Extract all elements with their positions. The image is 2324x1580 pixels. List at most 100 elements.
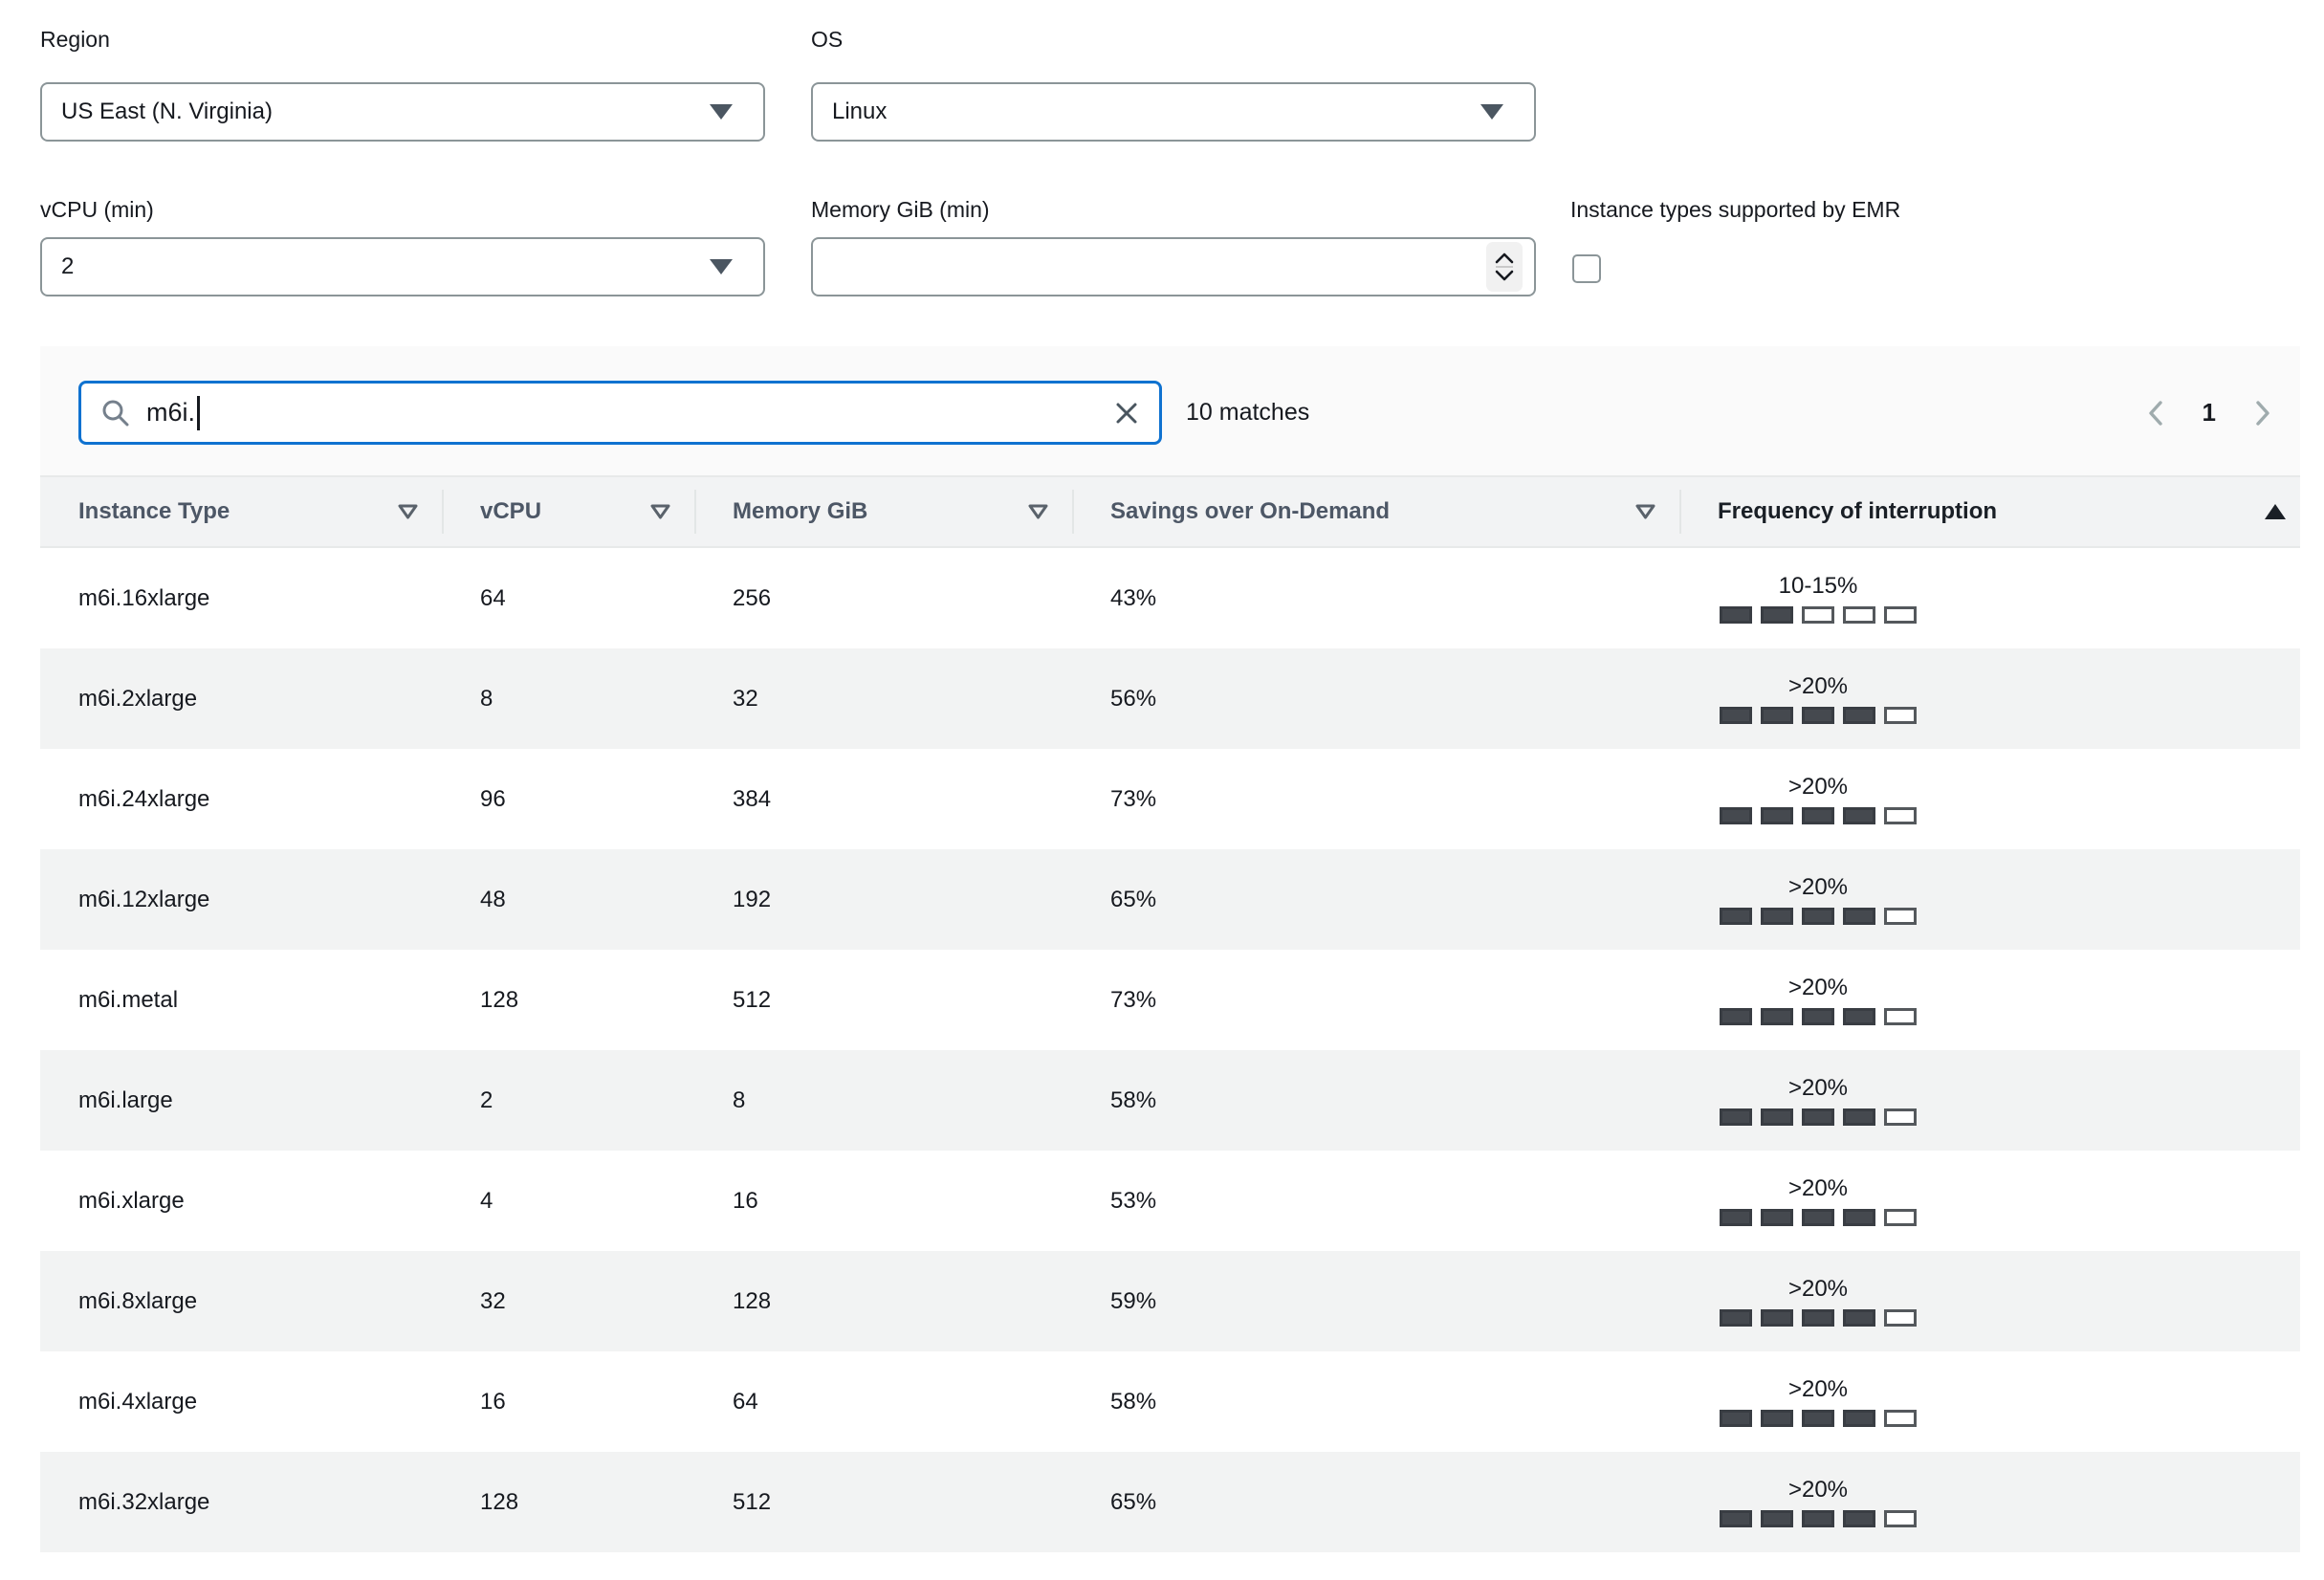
interruption-label: >20% [1787,1075,1849,1101]
current-page[interactable]: 1 [2202,398,2216,427]
vcpu-cell: 4 [480,1187,493,1214]
bar-segment-filled [1761,807,1793,824]
bar-segment-filled [1843,807,1875,824]
column-header-frequency[interactable]: Frequency of interruption [1679,477,2300,546]
interruption-label: >20% [1787,673,1849,699]
table-row: m6i.4xlarge 16 64 58% >20% [40,1351,2300,1452]
vcpu-cell: 16 [480,1388,506,1415]
interruption-indicator: >20% [1720,1075,1917,1126]
os-select[interactable]: Linux [811,82,1536,142]
interruption-bars [1720,1209,1917,1226]
vcpu-cell: 128 [480,986,519,1013]
region-label: Region [40,27,110,52]
interruption-cell: >20% [1679,648,2300,749]
vcpu-cell: 32 [480,1287,506,1314]
interruption-indicator: >20% [1720,1276,1917,1327]
bar-segment-filled [1802,1410,1834,1427]
bar-segment-filled [1802,1309,1834,1327]
memory-min-input[interactable] [811,237,1536,296]
memory-cell: 128 [733,1287,772,1314]
stepper-up-icon[interactable] [1493,252,1516,264]
interruption-indicator: >20% [1720,1175,1917,1226]
memory-cell: 384 [733,785,772,812]
bar-segment-filled [1802,707,1834,724]
interruption-bars [1720,1008,1917,1025]
column-header-memory[interactable]: Memory GiB [694,477,1072,546]
vcpu-cell: 128 [480,1488,519,1515]
search-input[interactable]: m6i. [78,381,1162,445]
table-row: m6i.xlarge 4 16 53% >20% [40,1151,2300,1251]
bar-segment-empty [1884,908,1917,925]
memory-cell: 16 [733,1187,758,1214]
memory-cell: 512 [733,1488,772,1515]
stepper-down-icon[interactable] [1493,270,1516,282]
number-stepper[interactable] [1486,242,1523,292]
bar-segment-empty [1884,1410,1917,1427]
close-icon [1116,403,1137,423]
interruption-cell: >20% [1679,1351,2300,1452]
filter-icon[interactable] [649,503,671,520]
column-header-instance-type[interactable]: Instance Type [40,477,442,546]
savings-cell: 59% [1110,1287,1157,1314]
bar-segment-filled [1720,1410,1752,1427]
savings-cell: 53% [1110,1187,1157,1214]
emr-label: Instance types supported by EMR [1570,197,1901,222]
bar-segment-filled [1720,707,1752,724]
table-row: m6i.16xlarge 64 256 43% 10-15% [40,548,2300,648]
interruption-label: >20% [1787,1376,1849,1402]
instance-type-cell: m6i.32xlarge [78,1488,210,1515]
os-select-value: Linux [832,99,888,124]
bar-segment-empty [1884,1309,1917,1327]
bar-segment-empty [1884,707,1917,724]
column-label: Frequency of interruption [1718,498,1998,524]
table-row: m6i.24xlarge 96 384 73% >20% [40,749,2300,849]
interruption-indicator: >20% [1720,874,1917,925]
interruption-indicator: >20% [1720,975,1917,1025]
savings-cell: 73% [1110,785,1157,812]
vcpu-min-select[interactable]: 2 [40,237,765,296]
previous-page-button[interactable] [2143,398,2168,428]
filter-icon[interactable] [1027,503,1049,520]
bar-segment-filled [1761,707,1793,724]
interruption-cell: >20% [1679,1251,2300,1351]
column-label: vCPU [480,498,542,524]
instance-type-cell: m6i.16xlarge [78,584,210,611]
instance-type-cell: m6i.2xlarge [78,685,198,712]
bar-segment-filled [1720,1108,1752,1126]
region-select[interactable]: US East (N. Virginia) [40,82,765,142]
bar-segment-filled [1720,1008,1752,1025]
bar-segment-empty [1884,606,1917,624]
region-select-value: US East (N. Virginia) [61,99,273,124]
instance-type-cell: m6i.metal [78,986,179,1013]
vcpu-min-label: vCPU (min) [40,197,154,222]
chevron-right-icon [2256,400,2269,426]
interruption-bars [1720,1410,1917,1427]
sort-ascending-icon [2265,504,2286,519]
vcpu-cell: 64 [480,584,506,611]
interruption-cell: >20% [1679,1452,2300,1552]
interruption-bars [1720,707,1917,724]
search-input-value: m6i. [146,398,196,427]
savings-cell: 58% [1110,1086,1157,1113]
table-row: m6i.8xlarge 32 128 59% >20% [40,1251,2300,1351]
instance-type-cell: m6i.xlarge [78,1187,185,1214]
bar-segment-filled [1761,606,1793,624]
emr-checkbox[interactable] [1572,254,1601,283]
interruption-cell: >20% [1679,1151,2300,1251]
interruption-cell: >20% [1679,749,2300,849]
column-label: Savings over On-Demand [1110,498,1391,524]
match-count: 10 matches [1186,399,1310,426]
column-header-vcpu[interactable]: vCPU [442,477,694,546]
bar-segment-filled [1720,1510,1752,1527]
vcpu-cell: 96 [480,785,506,812]
pagination: 1 [2143,381,2275,445]
os-label: OS [811,27,844,52]
column-header-savings[interactable]: Savings over On-Demand [1072,477,1679,546]
next-page-button[interactable] [2250,398,2275,428]
bar-segment-filled [1761,1510,1793,1527]
filter-icon[interactable] [1634,503,1656,520]
filter-icon[interactable] [397,503,419,520]
clear-search-button[interactable] [1113,400,1140,427]
instance-type-cell: m6i.24xlarge [78,785,210,812]
bar-segment-filled [1802,1108,1834,1126]
